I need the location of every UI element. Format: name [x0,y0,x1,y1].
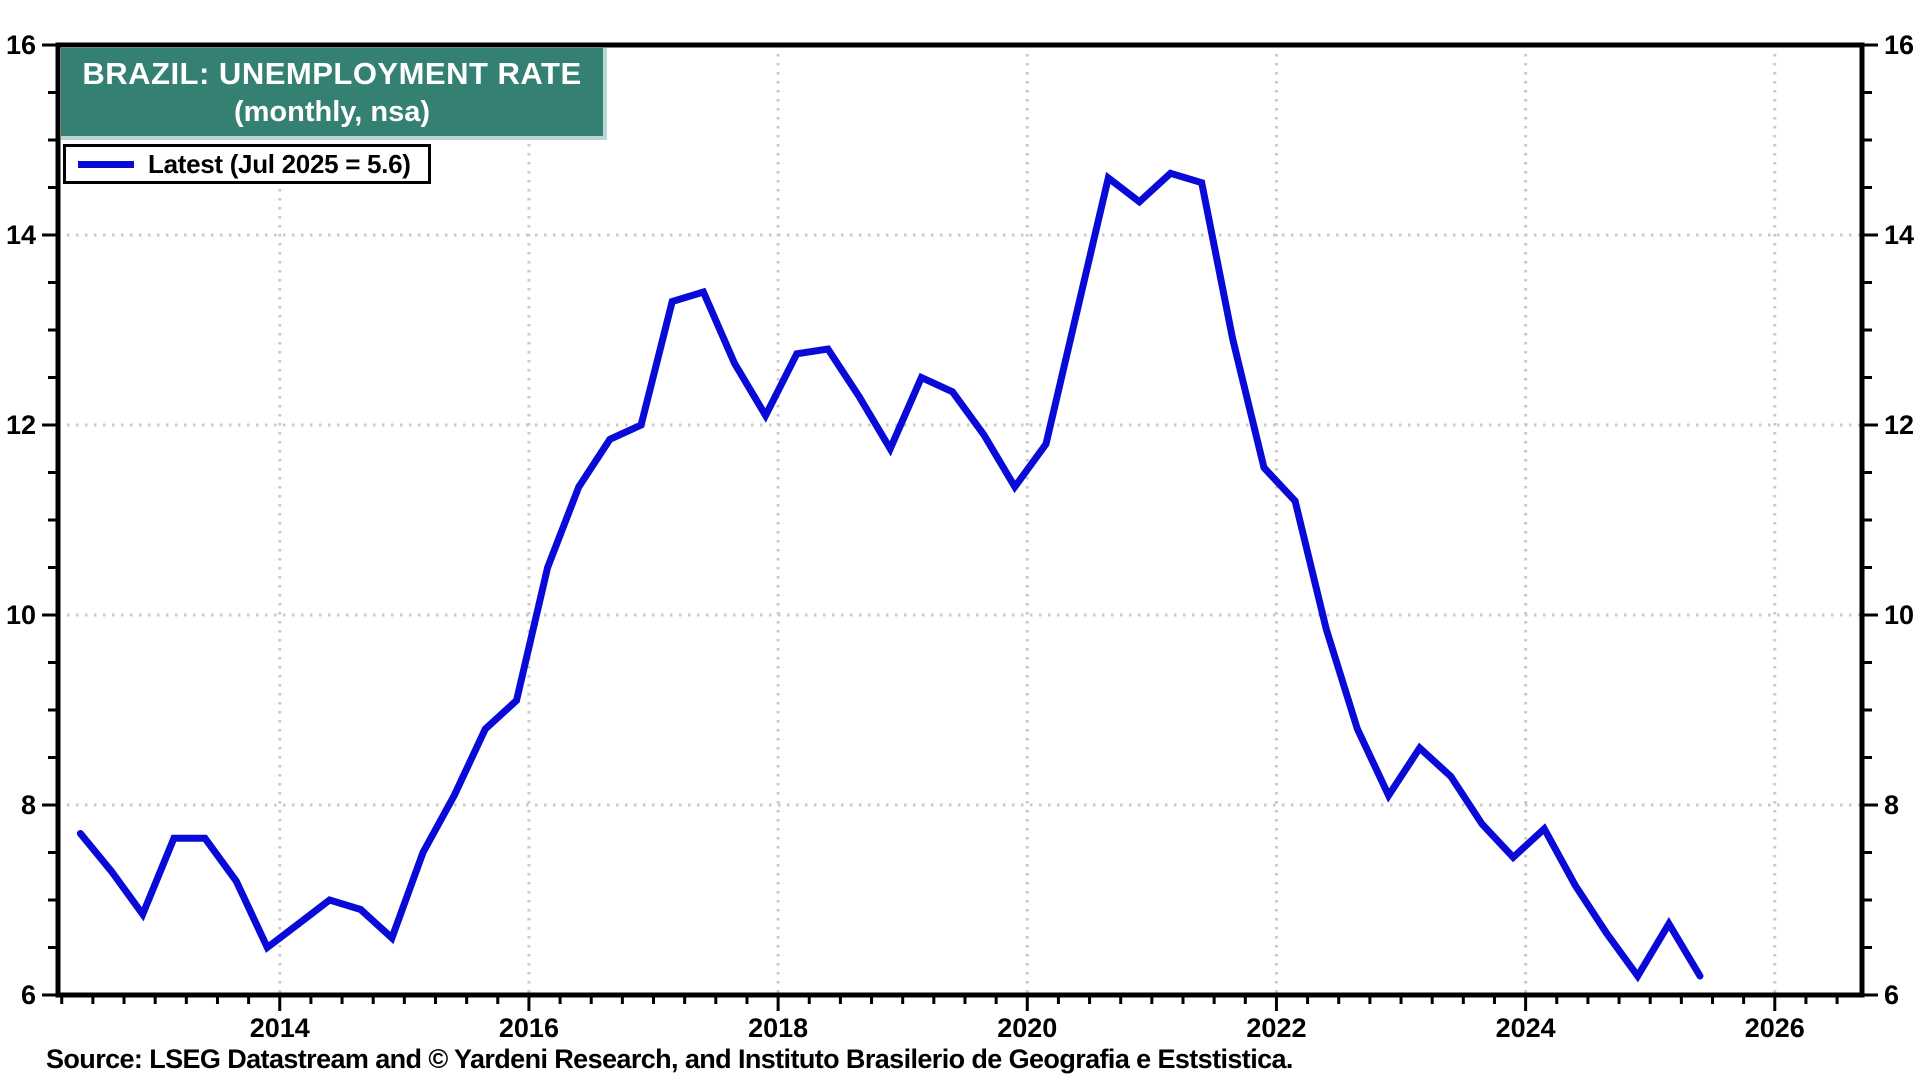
y-axis-label-left: 6 [21,980,36,1010]
x-axis-label: 2020 [997,1013,1057,1043]
x-axis-label: 2014 [250,1013,310,1043]
y-axis-label-right: 10 [1884,600,1914,630]
x-axis-label: 2026 [1745,1013,1805,1043]
unemployment-rate-line [76,169,1704,983]
source-text: Source: LSEG Datastream and © Yardeni Re… [46,1044,1293,1074]
chart-title: BRAZIL: UNEMPLOYMENT RATE [82,55,582,91]
x-axis-label: 2024 [1496,1013,1556,1043]
y-axis-label-right: 12 [1884,410,1914,440]
chart-title-box: BRAZIL: UNEMPLOYMENT RATE (monthly, nsa) [61,48,607,140]
y-axis-label-left: 10 [6,600,36,630]
y-axis-label-left: 14 [6,220,36,250]
x-axis-label: 2018 [748,1013,808,1043]
y-axis-label-right: 8 [1884,790,1899,820]
legend-label: Latest (Jul 2025 = 5.6) [148,148,411,179]
y-axis-label-left: 8 [21,790,36,820]
plot-border [55,42,1865,998]
x-axis-label: 2022 [1246,1013,1306,1043]
legend-box: Latest (Jul 2025 = 5.6) [63,144,431,184]
y-axis-label-left: 12 [6,410,36,440]
chart-subtitle: (monthly, nsa) [233,96,431,129]
legend-line-icon [78,160,134,168]
x-axis-label: 2016 [499,1013,559,1043]
y-axis-label-right: 6 [1884,980,1899,1010]
y-axis-label-right: 16 [1884,30,1914,60]
y-axis-label-right: 14 [1884,220,1914,250]
y-axis-label-left: 16 [6,30,36,60]
